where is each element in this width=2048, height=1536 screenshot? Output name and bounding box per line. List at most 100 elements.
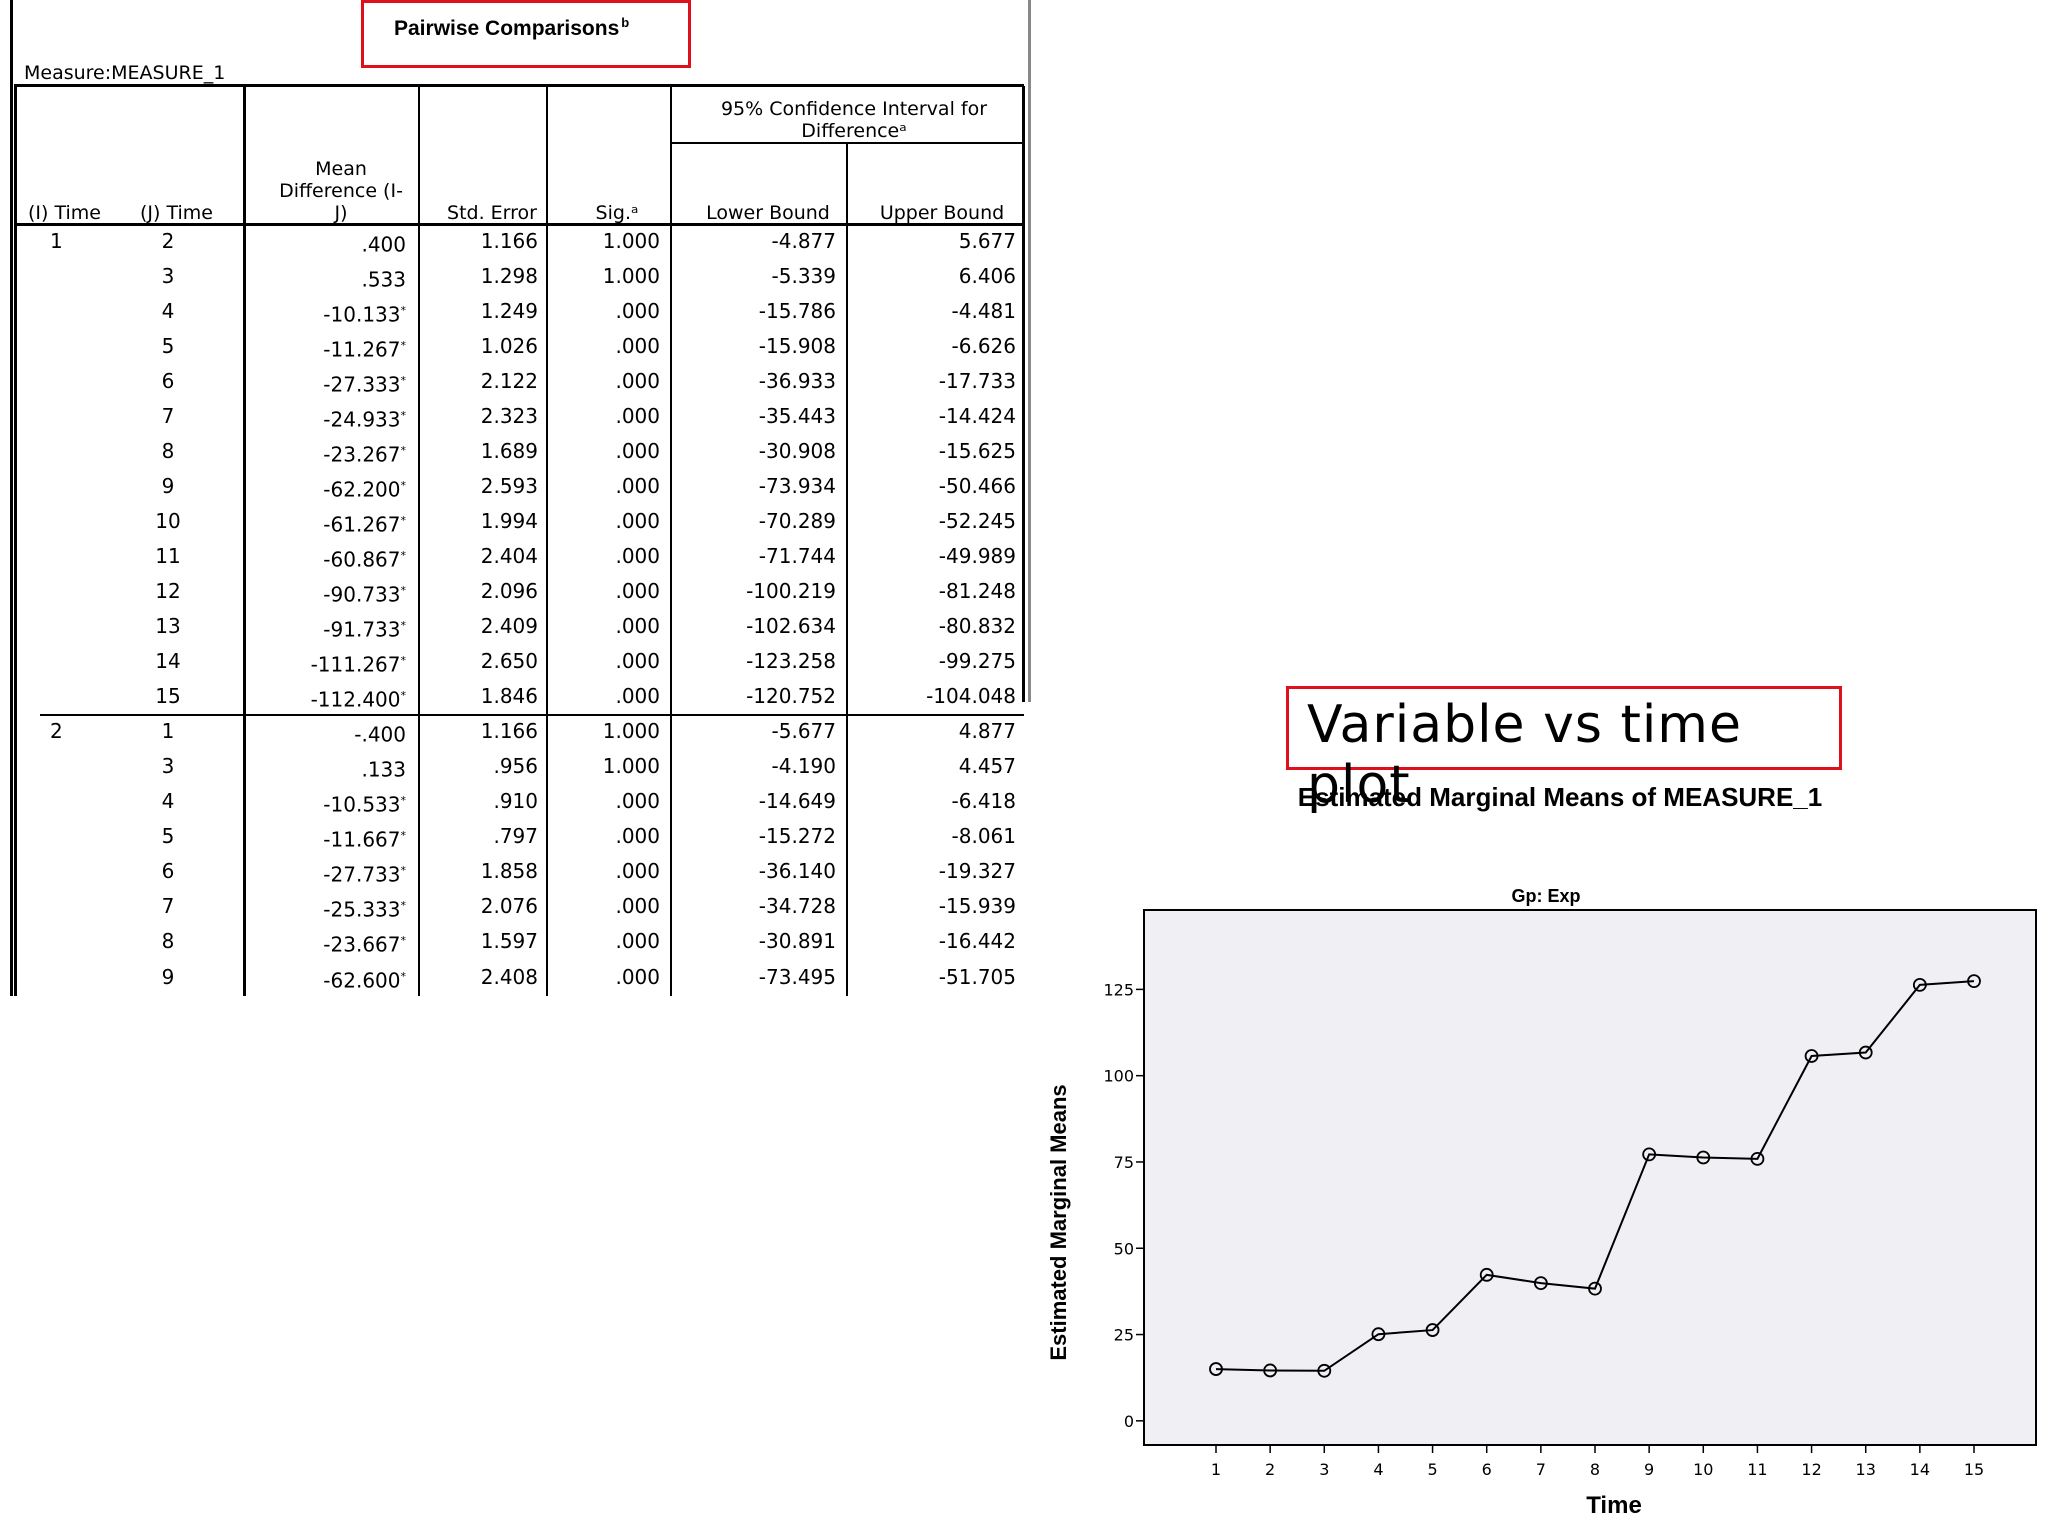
cell-mean-diff-value: -11.267 <box>323 337 401 362</box>
table-row: 1 2 .400 1.166 1.000 -4.877 5.677 <box>10 226 1028 257</box>
table-row: 9 -62.200* 2.593 .000 -73.934 -50.466 <box>10 471 1028 502</box>
table-row: 6 -27.333* 2.122 .000 -36.933 -17.733 <box>10 366 1028 397</box>
cell-mean-diff: .133 <box>256 751 406 782</box>
cell-mean-diff-value: -111.267 <box>310 652 401 677</box>
table-title-highlight: Pairwise Comparisons b <box>361 0 691 68</box>
cell-sig: .000 <box>615 439 660 463</box>
cell-mean-diff-value: -25.333 <box>323 897 401 922</box>
table-title-text: Pairwise Comparisons <box>394 17 620 40</box>
data-point <box>1967 974 1981 989</box>
cell-i-time <box>50 436 80 466</box>
cell-mean-diff-star: * <box>400 654 407 667</box>
cell-sig: .000 <box>615 544 660 568</box>
y-tick-label: 75 <box>1114 1153 1134 1172</box>
table-row: 2 1 -.400 1.166 1.000 -5.677 4.877 <box>10 716 1028 747</box>
cell-sig: .000 <box>615 965 660 989</box>
cell-i-time <box>50 331 80 361</box>
cell-upper-bound: -80.832 <box>938 614 1016 638</box>
table-row: 3 .533 1.298 1.000 -5.339 6.406 <box>10 261 1028 292</box>
cell-std-error: 2.650 <box>480 649 538 673</box>
table-row: 7 -25.333* 2.076 .000 -34.728 -15.939 <box>10 891 1028 922</box>
cell-mean-diff-value: -90.733 <box>323 582 401 607</box>
cell-i-time <box>50 471 80 501</box>
cell-mean-diff-star: * <box>400 864 407 877</box>
cell-lower-bound: -123.258 <box>746 649 836 673</box>
cell-mean-diff-star: * <box>400 899 407 912</box>
cell-lower-bound: -73.495 <box>758 965 836 989</box>
pairwise-comparisons-table-panel: Pairwise Comparisons b Measure:MEASURE_1 … <box>10 0 1034 996</box>
cell-mean-diff-star: * <box>400 619 407 632</box>
data-point <box>1642 1147 1657 1162</box>
cell-j-time: 3 <box>161 754 175 778</box>
table-row: 8 -23.667* 1.597 .000 -30.891 -16.442 <box>10 926 1028 957</box>
cell-sig: 1.000 <box>602 754 660 778</box>
table-top-border <box>14 84 1024 87</box>
cell-j-time: 10 <box>155 509 181 533</box>
header-mean-diff-line2: Difference (I- <box>279 180 403 202</box>
table-title-footnote: b <box>621 15 630 30</box>
cell-mean-diff-star: * <box>400 689 407 702</box>
cell-std-error: 2.122 <box>480 369 538 393</box>
cell-upper-bound: -104.048 <box>926 684 1016 708</box>
y-tick-label: 0 <box>1124 1412 1134 1431</box>
y-tick-label: 125 <box>1103 980 1134 999</box>
y-tick-label: 50 <box>1114 1239 1134 1258</box>
x-tick-label: 8 <box>1590 1460 1600 1479</box>
plot-area <box>1143 909 2037 1446</box>
x-tick-label: 9 <box>1644 1460 1654 1479</box>
table-right-border <box>1022 86 1025 702</box>
cell-mean-diff-value: -.400 <box>354 722 406 747</box>
panel-right-border <box>1028 0 1031 702</box>
cell-sig: .000 <box>615 299 660 323</box>
cell-mean-diff-value: -27.733 <box>323 862 401 887</box>
cell-mean-diff-value: -27.333 <box>323 372 401 397</box>
cell-i-time <box>50 926 80 956</box>
cell-i-time <box>50 401 80 431</box>
cell-std-error: 2.409 <box>480 614 538 638</box>
cell-mean-diff: -10.133* <box>256 296 406 327</box>
cell-i-time <box>50 856 80 886</box>
cell-lower-bound: -71.744 <box>758 544 836 568</box>
cell-lower-bound: -14.649 <box>758 789 836 813</box>
data-point <box>1317 1363 1332 1378</box>
cell-std-error: 1.994 <box>480 509 538 533</box>
data-point <box>1804 1049 1819 1063</box>
cell-mean-diff: .400 <box>256 226 406 257</box>
cell-mean-diff-star: * <box>400 934 407 947</box>
data-point <box>1479 1267 1494 1282</box>
cell-mean-diff: -112.400* <box>256 681 407 712</box>
table-row: 9 -62.600* 2.408 .000 -73.495 -51.705 <box>10 962 1028 993</box>
x-tick-label: 3 <box>1319 1460 1329 1479</box>
data-point <box>1750 1151 1765 1166</box>
cell-mean-diff-value: -24.933 <box>323 407 401 432</box>
cell-j-time: 11 <box>155 544 181 568</box>
cell-upper-bound: -15.625 <box>938 439 1016 463</box>
table-left-border <box>14 86 17 996</box>
cell-upper-bound: 4.457 <box>958 754 1016 778</box>
data-point <box>1696 1150 1711 1165</box>
cell-mean-diff: -62.200* <box>256 471 406 502</box>
cell-upper-bound: 6.406 <box>958 264 1016 288</box>
cell-std-error: 2.404 <box>480 544 538 568</box>
x-tick-label: 14 <box>1910 1460 1930 1479</box>
cell-j-time: 9 <box>161 474 175 498</box>
chart-title: Estimated Marginal Means of MEASURE_1 <box>1297 782 1823 812</box>
table-row: 11 -60.867* 2.404 .000 -71.744 -49.989 <box>10 541 1028 572</box>
cell-mean-diff-value: -10.533 <box>323 792 401 817</box>
col-divider-3 <box>670 86 672 996</box>
x-tick-label: 6 <box>1482 1460 1492 1479</box>
table-row: 7 -24.933* 2.323 .000 -35.443 -14.424 <box>10 401 1028 432</box>
cell-lower-bound: -36.140 <box>758 859 836 883</box>
chart-subtitle: Gp: Exp <box>1511 886 1580 906</box>
cell-upper-bound: -16.442 <box>938 929 1016 953</box>
cell-mean-diff-value: -91.733 <box>323 617 401 642</box>
cell-i-time <box>50 891 80 921</box>
cell-mean-diff-value: -62.600 <box>323 968 401 993</box>
cell-upper-bound: 5.677 <box>958 229 1016 253</box>
cell-mean-diff-star: * <box>400 339 407 352</box>
cell-j-time: 1 <box>161 719 175 743</box>
cell-mean-diff-star: * <box>400 444 407 457</box>
data-point <box>1533 1276 1548 1291</box>
table-row: 10 -61.267* 1.994 .000 -70.289 -52.245 <box>10 506 1028 537</box>
cell-std-error: .910 <box>493 789 538 813</box>
